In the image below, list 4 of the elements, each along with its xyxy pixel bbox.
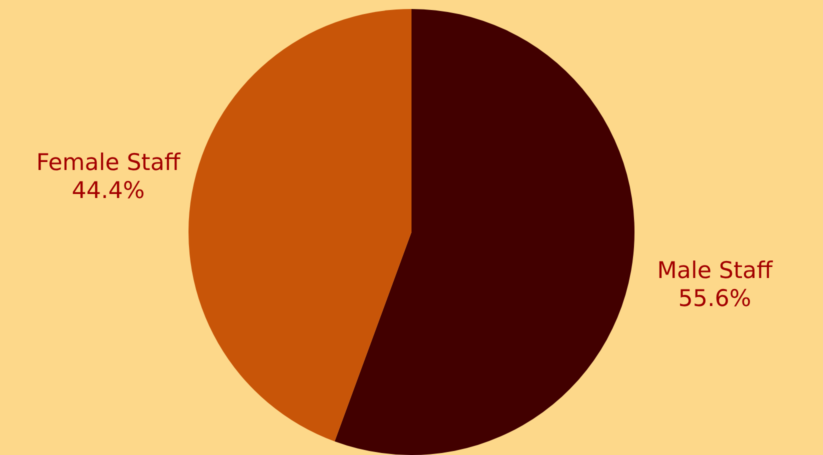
slice-label: Female Staff [36,150,182,176]
data-label: 44.4% [72,178,145,204]
slice-label: Male Staff [657,258,774,284]
data-label: 55.6% [678,286,752,312]
